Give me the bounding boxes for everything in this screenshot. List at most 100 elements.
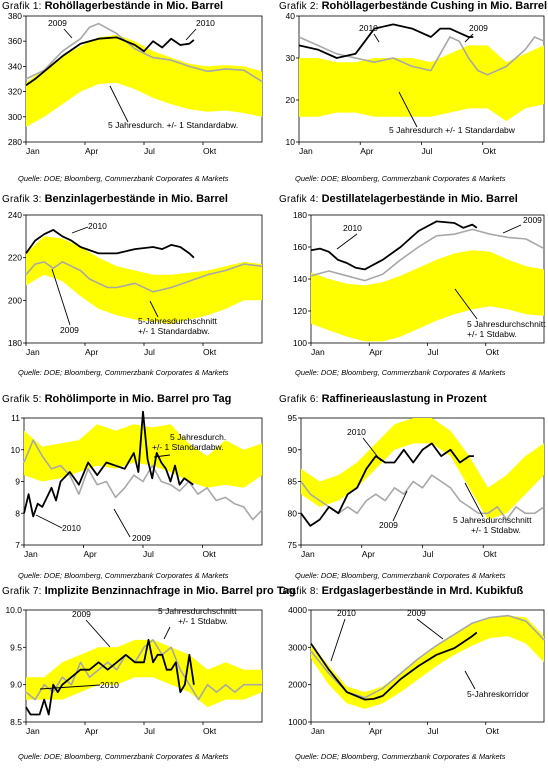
x-tick-label: Okt [203,726,217,736]
y-tick-label: 2000 [288,680,307,690]
chart-title: Grafik 1: Rohöllagerbestände in Mio. Bar… [2,0,224,12]
x-tick-label: Jul [144,146,155,156]
y-tick-label: 340 [8,61,22,71]
x-tick-label: Apr [369,347,382,357]
series-line-2010 [310,220,478,271]
chart-importe: 7 8 9 10 11 Jan Apr Jul Okt 5 Jahresdurch.+/- 1 S… [11,410,263,559]
y-tick-label: 30 [286,53,296,63]
chart-title: Grafik 2: Rohöllagerbestände Cushing in … [279,0,548,12]
annotation-pointer [35,514,63,529]
series-line-2010 [25,36,195,87]
annotation-pointer [51,268,71,326]
annotation-label: 2009 [379,520,398,530]
annotation-label: 5 Jahresdurchschnitt [467,319,546,329]
y-tick-label: 220 [8,253,22,263]
x-tick-label: Apr [85,347,98,357]
chart-panel-benzinnachfrage: Grafik 7: Implizite Benzinnachfrage in M… [0,585,296,775]
annotation-label: 2009 [523,215,542,225]
annotation-label: 2010 [196,18,215,28]
annotation-label: +/- 1 Stdabw. [471,525,521,535]
y-tick-label: 100 [293,338,307,348]
chart-benzinnachfrage: 8.5 9.0 9.5 10.0 Jan Apr Jul Okt 2009 5 Jahresdur… [5,605,263,736]
annotation-pointer [330,618,346,662]
chart-cushing: 10 20 30 40 Jan Apr Jul Okt 2010 2009 5 Jahresdurc… [286,11,545,156]
x-tick-label: Okt [486,347,500,357]
y-tick-label: 9 [15,477,20,487]
x-tick-label: Apr [360,146,373,156]
annotation-pointer [416,618,444,640]
annotation-label: +/- 1 Stdabw. [178,616,228,626]
annotation-label: 2009 [132,533,151,543]
chart-raffinerie: 75 80 85 90 95 Jan Apr Jul Okt 2010 2009 5 Jahresdu… [288,413,545,559]
annotation-pointer [71,226,89,234]
chart-panel-importe: Grafik 5: Rohölimporte in Mio. Barrel pr… [0,393,270,583]
series-line-2009 [298,36,545,76]
y-tick-label: 120 [293,306,307,316]
x-tick-label: Jul [144,726,155,736]
annotation-label: 2010 [62,523,81,533]
chart-source: Quelle: DOE; Bloomberg, Commerzbank Corp… [295,571,506,580]
y-tick-label: 75 [288,540,298,550]
y-tick-label: 180 [293,210,307,220]
annotation-label: 2010 [343,223,362,233]
std-band [311,615,544,709]
y-tick-label: 9.5 [10,642,22,652]
annotation-label: 2009 [48,18,67,28]
annotation-label: 2010 [337,608,356,618]
annotation-label: 5-Jahresdurchschnitt [138,316,218,326]
y-tick-label: 8.5 [10,717,22,727]
y-tick-label: 8 [15,508,20,518]
y-tick-label: 7 [15,540,20,550]
y-tick-label: 20 [286,95,296,105]
annotation-pointer [373,33,380,43]
y-tick-label: 10 [11,445,21,455]
y-tick-label: 280 [8,137,22,147]
chart-panel-cushing: Grafik 2: Rohöllagerbestände Cushing in … [277,0,547,190]
series-line-2010 [25,229,195,259]
annotation-pointer [153,454,171,458]
chart-source: Quelle: DOE; Bloomberg, Commerzbank Corp… [18,752,229,761]
x-tick-label: Jul [428,347,439,357]
series-line-2010 [298,23,474,59]
y-tick-label: 140 [293,274,307,284]
chart-panel-benzin: Grafik 3: Benzinlagerbestände in Mio. Ba… [0,193,270,383]
annotation-label: 5 Jahresdurch +/- 1 Standardabw [389,125,516,135]
annotation-label: +/- 1 Stdabw. [467,329,517,339]
std-band [26,639,262,708]
std-band [301,418,544,520]
y-tick-label: 40 [286,11,296,21]
series-line-2010 [300,442,474,527]
annotation-label: 2010 [359,23,378,33]
x-tick-label: Jul [143,549,154,559]
y-tick-label: 180 [8,338,22,348]
series-line-2010 [310,631,478,701]
series-line-2009 [23,439,263,521]
y-tick-label: 95 [288,413,298,423]
x-tick-label: Jul [423,549,434,559]
x-tick-label: Jan [26,726,40,736]
annotation-pointer [109,85,129,123]
x-tick-label: Jan [311,726,325,736]
x-tick-label: Okt [483,549,497,559]
annotation-label: +/- 1 Standardabw. [138,326,210,336]
series-line-2009 [300,474,545,521]
chart-title: Grafik 4: Destillatelagerbestände in Mio… [279,193,518,205]
std-band [26,34,262,127]
std-band [26,236,262,324]
chart-panel-destillate: Grafik 4: Destillatelagerbestände in Mio… [277,193,547,383]
chart-rohoel: 280 300 320 340 360 380 Jan Apr Jul Okt 2009 2010 5 … [8,11,263,156]
chart-source: Quelle: DOE; Bloomberg, Commerzbank Corp… [295,174,506,183]
chart-source: Quelle: DOE; Bloomberg, Commerzbank Corp… [18,174,229,183]
x-tick-label: Jan [311,347,325,357]
chart-destillate: 100 120 140 160 180 Jan Apr Jul Okt 2010 2009 5 Jah… [293,210,546,357]
annotation-pointer [63,28,73,39]
x-tick-label: Okt [203,146,217,156]
annotation-pointer [502,224,522,234]
y-tick-label: 90 [288,445,298,455]
std-band [311,250,544,342]
y-tick-label: 200 [8,295,22,305]
chart-title: Grafik 5: Rohölimporte in Mio. Barrel pr… [2,393,232,405]
annotation-pointer [362,437,382,462]
x-tick-label: Jan [301,549,315,559]
annotation-label: 2009 [60,325,79,335]
